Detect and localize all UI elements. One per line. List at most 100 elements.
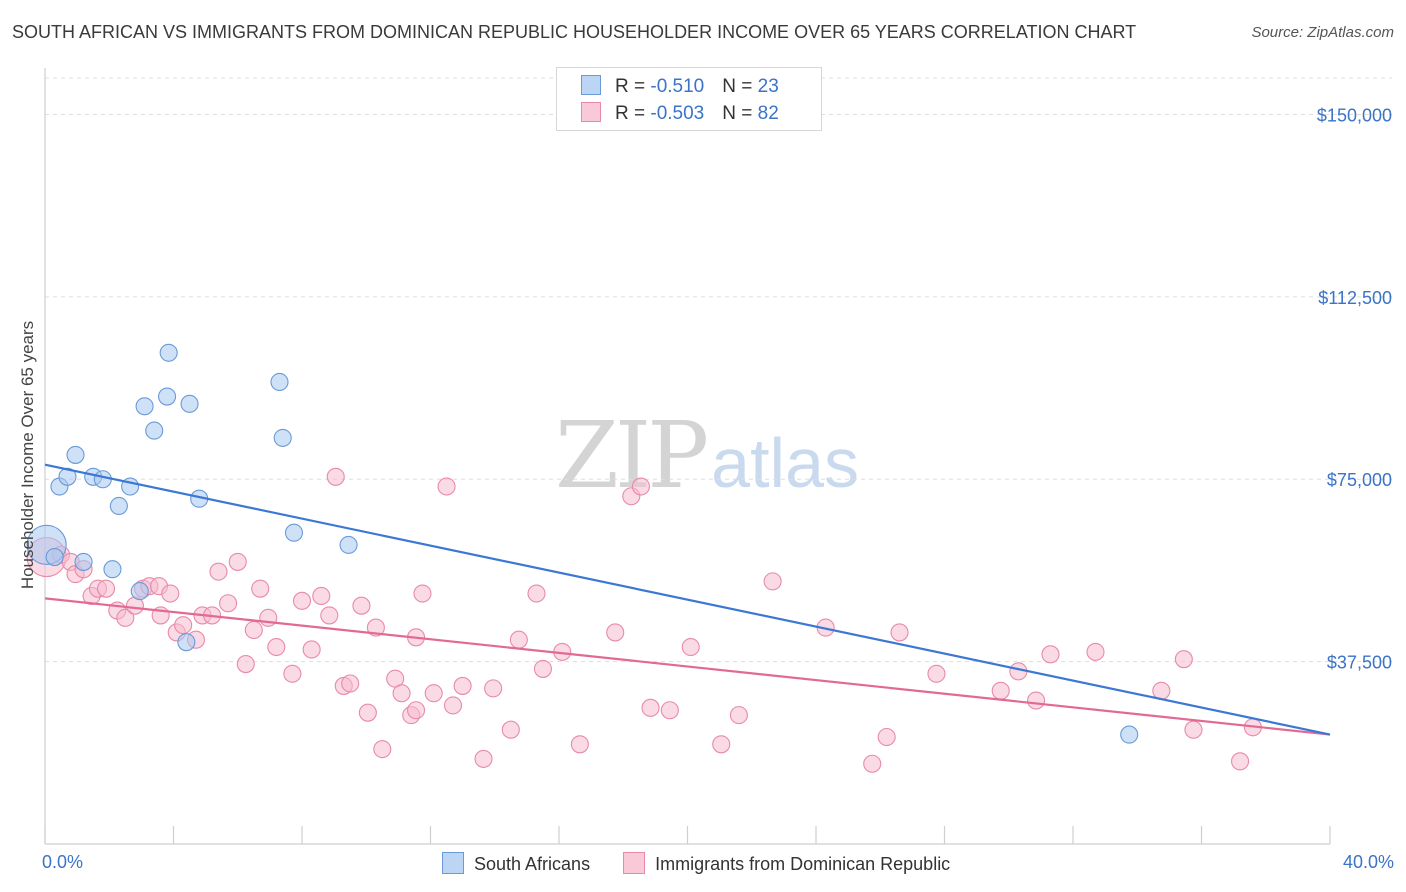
legend-r-label: R = [615, 103, 651, 124]
y-axis-label: Householder Income Over 65 years [18, 320, 37, 590]
point-dominican [1152, 681, 1171, 700]
point-dominican [174, 616, 193, 635]
legend-n-label: N = [722, 103, 758, 124]
point-south-africans [66, 445, 85, 464]
point-south-africans [177, 633, 196, 652]
point-dominican [312, 586, 331, 606]
point-dominican [292, 591, 312, 610]
trend-line-south-africans [44, 463, 1331, 736]
point-south-africans [130, 582, 149, 601]
x-tick-min: 0.0% [42, 852, 84, 872]
point-dominican [501, 720, 520, 739]
point-south-africans [180, 394, 199, 413]
axes [44, 68, 1331, 845]
point-dominican [283, 664, 302, 683]
stats-legend: R = -0.510 N = 23 R = -0.503 N = 82 [556, 67, 822, 131]
point-dominican [259, 608, 278, 627]
point-dominican [484, 679, 503, 698]
point-dominican [763, 572, 782, 591]
source-label: Source: ZipAtlas.com [1251, 24, 1394, 41]
point-south-africans [45, 548, 64, 567]
point-dominican [236, 655, 255, 674]
x-tick-max: 40.0% [1342, 852, 1394, 872]
point-dominican [877, 727, 896, 747]
point-dominican [373, 740, 392, 759]
point-dominican [1086, 642, 1105, 661]
point-south-africans [159, 343, 178, 362]
point-dominican [712, 735, 731, 754]
point-dominican [424, 684, 443, 703]
point-south-africans [339, 535, 358, 554]
legend-item-dominican: Immigrants from Dominican Republic [623, 852, 950, 875]
chart-title: SOUTH AFRICAN VS IMMIGRANTS FROM DOMINIC… [12, 22, 1137, 42]
point-south-africans [109, 496, 128, 516]
y-tick-labels: $37,500 $75,000 $112,500 $150,000 [1317, 105, 1392, 672]
legend-n-value: 82 [757, 103, 779, 124]
legend-swatch-blue [442, 852, 464, 874]
point-south-africans [270, 372, 289, 392]
legend-n-label: N = [722, 76, 758, 97]
point-dominican [116, 608, 135, 627]
legend-label: Immigrants from Dominican Republic [655, 854, 951, 874]
point-dominican [453, 676, 472, 695]
point-dominican [392, 684, 411, 703]
point-dominican [474, 749, 493, 768]
point-dominican [413, 584, 432, 603]
point-dominican [660, 701, 679, 720]
watermark-atlas: atlas [711, 424, 860, 502]
legend-n-value: 23 [757, 76, 779, 97]
grid-lines [45, 77, 1392, 663]
point-dominican [219, 594, 238, 613]
point-dominican [729, 706, 748, 725]
legend-row-south-africans: R = -0.510 N = 23 [581, 75, 779, 99]
point-dominican [326, 467, 345, 486]
point-south-africans [93, 470, 112, 489]
point-dominican [681, 637, 700, 657]
y-tick-label: $37,500 [1327, 653, 1392, 673]
point-south-africans [284, 523, 304, 542]
point-dominican [161, 584, 180, 603]
point-dominican [991, 681, 1010, 700]
y-tick-label: $75,000 [1327, 470, 1392, 490]
point-south-africans [74, 552, 93, 571]
point-dominican [437, 477, 456, 496]
y-tick-label: $150,000 [1317, 105, 1392, 125]
y-tick-label: $112,500 [1318, 288, 1392, 308]
legend-swatch-pink [581, 102, 601, 122]
point-dominican [1027, 691, 1046, 710]
legend-r-value: -0.503 [650, 103, 705, 124]
point-dominican [631, 477, 650, 496]
point-south-africans [135, 397, 154, 416]
point-south-africans [145, 421, 164, 440]
point-dominican [366, 618, 385, 637]
legend-row-dominican: R = -0.503 N = 82 [581, 102, 779, 126]
point-dominican [1041, 645, 1060, 664]
point-dominican [341, 674, 360, 693]
point-dominican [1184, 720, 1203, 739]
point-dominican [927, 664, 946, 683]
point-dominican [509, 630, 528, 649]
point-dominican [533, 659, 552, 678]
point-dominican [320, 606, 339, 625]
legend-swatch-blue [581, 75, 601, 95]
point-dominican [358, 703, 377, 722]
legend-r-value: -0.510 [650, 76, 705, 97]
legend-item-south-africans: South Africans [442, 852, 590, 875]
point-south-africans [273, 428, 292, 447]
point-south-africans [103, 560, 122, 579]
point-dominican [251, 579, 270, 598]
point-dominican [406, 701, 426, 720]
point-dominican [352, 596, 371, 615]
series-immigrants-dominican-republic [26, 467, 1262, 773]
trend-lines [44, 463, 1331, 736]
legend-swatch-pink [623, 852, 646, 874]
series-south-africans [26, 343, 1139, 744]
point-dominican [863, 754, 882, 773]
trend-line-dominican [44, 597, 1331, 736]
series-legend: South Africans Immigrants from Dominican… [442, 852, 978, 875]
point-dominican [267, 637, 286, 657]
point-dominican [96, 579, 116, 598]
point-dominican [641, 698, 660, 717]
point-dominican [443, 696, 463, 715]
